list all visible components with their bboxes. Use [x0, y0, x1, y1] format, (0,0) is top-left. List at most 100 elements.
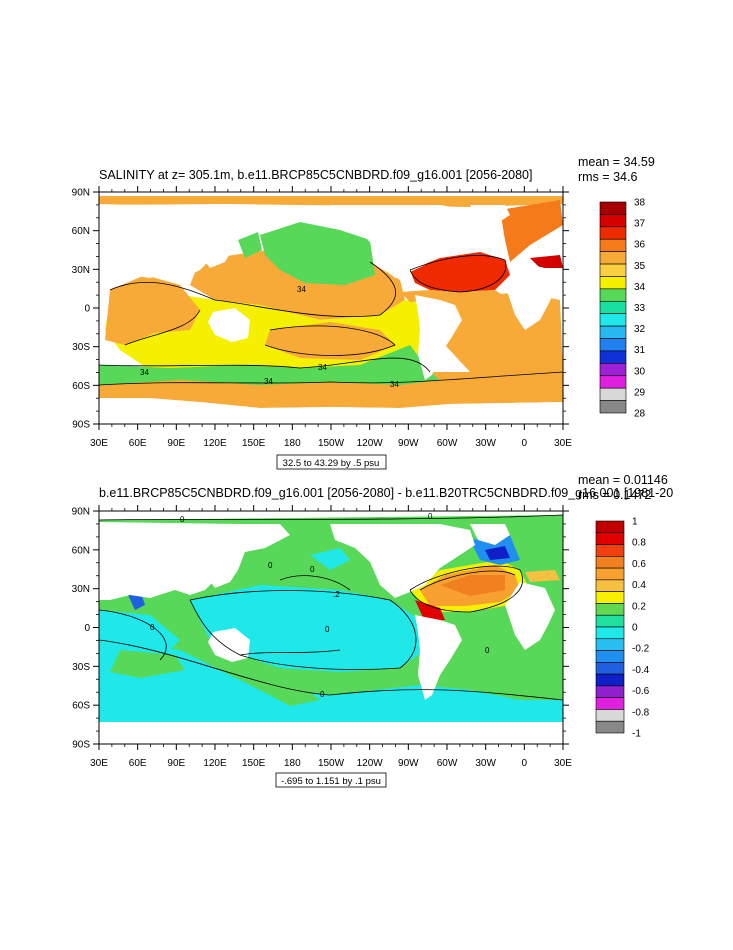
panel2-colorbar: 1 0.8 0.6 0.4 0.2 0 -0.2 -0.4 -0.6 -0.8 -1	[595, 517, 650, 740]
colorbar-swatch	[599, 226, 627, 240]
field-green-northpacific	[260, 222, 375, 285]
panel2-contour-info: -.695 to 1.151 by .1 psu	[281, 776, 381, 787]
contour-line	[124, 309, 201, 346]
land-africa	[505, 262, 555, 330]
x-tick-label: 90E	[167, 758, 185, 769]
panel2-rms: rms = 0.1472	[578, 488, 651, 502]
contour-line	[109, 261, 397, 318]
colorbar-label: 36	[634, 240, 646, 251]
colorbar-swatch	[595, 603, 625, 616]
contour-line	[409, 565, 523, 613]
x-tick-label: 150E	[242, 438, 266, 449]
x-tick-label: 120E	[203, 438, 227, 449]
field-green-okhotsk	[238, 232, 262, 258]
colorbar-swatch	[599, 313, 627, 327]
y-tick-label: 60N	[72, 545, 90, 556]
land-antarctica	[99, 400, 563, 424]
colorbar-swatch	[595, 556, 625, 569]
panel1-contours	[99, 255, 563, 386]
land-south-america	[415, 295, 462, 380]
land-australia	[208, 308, 250, 342]
x-tick-label: 120W	[357, 758, 384, 769]
colorbar-swatch	[599, 325, 627, 339]
colorbar-swatch	[595, 544, 625, 557]
colorbar-label: 0.4	[632, 580, 646, 591]
contour-label: 34	[318, 363, 327, 372]
colorbar-label: 0	[632, 623, 638, 634]
x-tick-label: 0	[522, 438, 528, 449]
contour-label: 0	[485, 646, 490, 655]
x-tick-label: 150E	[242, 758, 266, 769]
colorbar-swatch	[595, 673, 625, 687]
land-greenland	[470, 524, 510, 545]
x-tick-label: 150W	[318, 758, 345, 769]
colorbar-swatch	[599, 375, 627, 389]
colorbar-label: 30	[634, 366, 646, 377]
panel1-info-box	[276, 454, 387, 470]
land-africa	[505, 582, 555, 650]
x-tick-label: 150W	[318, 438, 345, 449]
contour-label: 0	[428, 512, 433, 521]
contour-label: 0	[180, 515, 185, 524]
land-greenland	[470, 205, 510, 225]
colorbar-label: -0.6	[632, 686, 650, 697]
colorbar-label: 35	[634, 261, 646, 272]
panel1-colorbar: 38 37 36 35 34 33 32 31 30 29 28	[599, 198, 646, 420]
land-east-asia	[200, 205, 285, 268]
colorbar-swatch	[595, 685, 625, 698]
x-tick-label: 60E	[129, 438, 147, 449]
colorbar-label: 0.2	[632, 601, 646, 612]
colorbar-swatch	[599, 387, 627, 401]
colorbar-label: -0.8	[632, 707, 650, 718]
x-tick-label: 60W	[437, 758, 458, 769]
y-tick-label: 90N	[72, 507, 90, 518]
colorbar-swatch	[595, 579, 625, 592]
field-indian-orange	[105, 275, 200, 345]
contour-label: 34	[264, 377, 273, 386]
contour-line	[239, 649, 341, 656]
y-tick-label: 30N	[72, 265, 90, 276]
panel1-contour-info: 32.5 to 43.29 by .5 psu	[283, 458, 380, 469]
panel1-axes: 30E 60E 90E 120E 150E 180 150W 120W 90W 60W 30W 0 30…	[72, 186, 572, 449]
colorbar-label: 29	[634, 387, 646, 398]
x-tick-label: 120E	[203, 758, 227, 769]
land-north-america	[330, 524, 475, 598]
y-tick-label: 90S	[72, 420, 90, 431]
field-labrador-darkblue	[485, 546, 510, 560]
contour-line	[409, 255, 507, 293]
land-north-america	[330, 205, 480, 278]
x-tick-label: 30E	[90, 758, 108, 769]
x-tick-label: 60W	[437, 438, 458, 449]
y-tick-label: 60S	[72, 381, 90, 392]
y-tick-label: 90S	[72, 740, 90, 751]
colorbar-swatch	[595, 532, 625, 545]
colorbar-swatch	[599, 363, 627, 377]
contour-line	[264, 325, 396, 356]
colorbar-swatch	[599, 338, 627, 352]
x-tick-label: 30W	[475, 438, 496, 449]
colorbar-label: -0.2	[632, 644, 650, 655]
colorbar-label: 28	[634, 409, 646, 420]
panel1-map: 34 34 34 34 34	[99, 192, 563, 424]
y-tick-label: 30S	[72, 662, 90, 673]
contour-label: 0	[310, 565, 315, 574]
panel2-map: 0 0 0 0 0 0 0 .2 0	[99, 511, 563, 744]
field-cyan-southern	[99, 640, 563, 722]
land-east-asia	[200, 524, 290, 588]
field-cyan-northpacific	[310, 548, 350, 570]
contour-label: 0	[325, 625, 330, 634]
colorbar-swatch	[599, 238, 627, 252]
contour-line	[99, 371, 563, 386]
y-tick-label: 60N	[72, 226, 90, 237]
x-tick-label: 90W	[398, 758, 419, 769]
contour-label: 34	[297, 285, 306, 294]
y-tick-label: 30S	[72, 342, 90, 353]
contour-label: .2	[333, 590, 340, 599]
field-green-patch	[260, 685, 320, 706]
panel-difference: b.e11.BRCP85C5CNBDRD.f09_g16.001 [2056-2…	[72, 473, 673, 788]
panel2-title: b.e11.BRCP85C5CNBDRD.f09_g16.001 [2056-2…	[99, 486, 673, 500]
x-tick-label: 60E	[129, 758, 147, 769]
field-cyan-indian	[99, 610, 180, 665]
colorbar-swatch	[595, 626, 625, 640]
